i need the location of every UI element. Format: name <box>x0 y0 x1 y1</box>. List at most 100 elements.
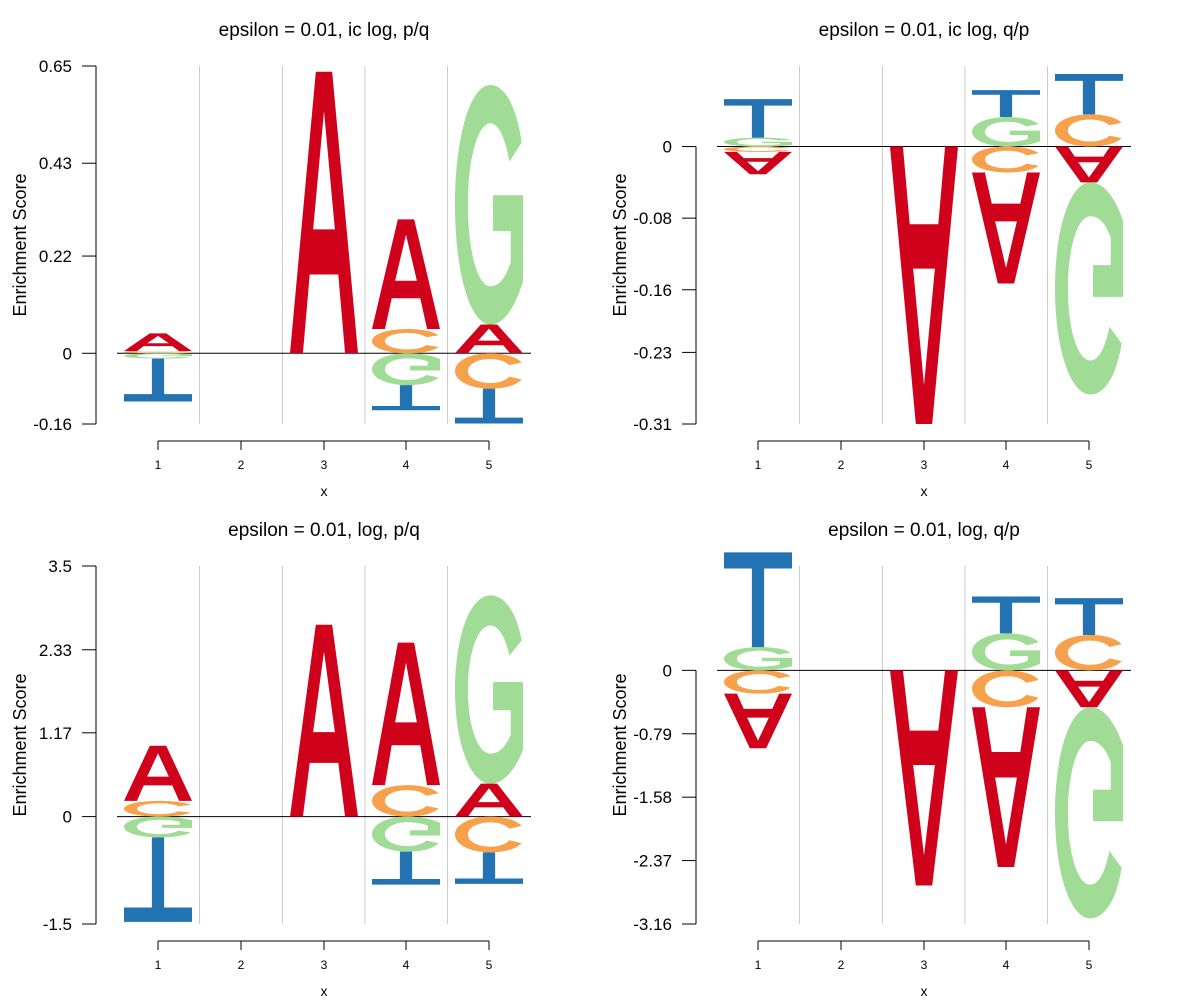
y-tick-label: -3.16 <box>633 915 672 934</box>
letter-G-pos5 <box>1055 182 1123 394</box>
x-tick-label: 5 <box>1086 958 1093 972</box>
x-tick-label: 1 <box>155 458 162 472</box>
letter-A-pos5 <box>1055 670 1123 707</box>
letter-C-pos4 <box>372 329 439 353</box>
letter-T-pos5 <box>1055 74 1123 114</box>
y-tick-label: -0.16 <box>633 281 672 300</box>
y-axis-label: Enrichment Score <box>10 673 30 816</box>
x-tick-label: 2 <box>238 458 245 472</box>
letter-T-pos1 <box>124 359 192 402</box>
y-tick-label: -1.58 <box>633 788 672 807</box>
chart-title: epsilon = 0.01, ic log, p/q <box>219 20 430 41</box>
y-tick-label: -0.08 <box>633 209 672 228</box>
x-tick-label: 4 <box>403 458 410 472</box>
x-tick-label: 5 <box>486 958 493 972</box>
y-tick-label: 0 <box>63 808 72 827</box>
x-tick-label: 1 <box>755 958 762 972</box>
letter-C-pos4 <box>372 785 439 817</box>
letter-C-pos1 <box>724 670 791 693</box>
letter-A-pos4 <box>372 643 440 785</box>
letter-G-pos5 <box>1055 707 1123 918</box>
letter-C-pos4 <box>972 147 1039 173</box>
y-tick-label: -0.79 <box>633 725 672 744</box>
x-tick-label: 5 <box>486 458 493 472</box>
x-axis-label: x <box>321 483 328 499</box>
y-tick-label: -1.5 <box>43 915 72 934</box>
y-tick-label: 3.5 <box>48 557 72 576</box>
letter-C-pos5 <box>1055 114 1122 146</box>
letter-G-pos4 <box>372 817 440 852</box>
y-tick-label: -2.37 <box>633 852 672 871</box>
y-tick-label: 0.43 <box>39 154 72 173</box>
letter-G-pos4 <box>372 353 440 385</box>
letter-G-pos1 <box>124 817 192 838</box>
letter-T-pos5 <box>455 389 523 424</box>
letter-A-pos5 <box>455 325 523 354</box>
x-tick-label: 4 <box>403 958 410 972</box>
letter-A-pos5 <box>1055 147 1123 183</box>
letter-G-pos5 <box>455 85 523 325</box>
letter-C-pos1 <box>124 801 191 817</box>
letter-A-pos3 <box>890 147 958 424</box>
letter-G-pos4 <box>972 117 1040 147</box>
logo-panel-1: epsilon = 0.01, ic log, p/q Enrichment Sc… <box>10 20 531 499</box>
logo-panel-3: epsilon = 0.01, log, p/q Enrichment Score… <box>10 520 531 999</box>
x-tick-label: 4 <box>1003 458 1010 472</box>
letter-A-pos1 <box>124 333 192 351</box>
letter-A-pos3 <box>290 72 358 354</box>
chart-title: epsilon = 0.01, log, q/p <box>828 520 1020 541</box>
letter-G-pos5 <box>455 595 523 783</box>
y-tick-label: -0.31 <box>633 415 672 434</box>
x-tick-label: 5 <box>1086 458 1093 472</box>
letter-T-pos5 <box>455 852 523 884</box>
y-tick-label: 0.22 <box>39 247 72 266</box>
x-tick-label: 3 <box>321 458 328 472</box>
x-tick-label: 3 <box>921 958 928 972</box>
x-tick-label: 1 <box>155 958 162 972</box>
y-tick-label: 0 <box>63 344 72 363</box>
letter-G-pos1 <box>724 138 792 147</box>
letter-C-pos1 <box>124 351 191 353</box>
y-tick-label: 0 <box>663 138 672 157</box>
y-tick-label: -0.16 <box>33 415 72 434</box>
letter-G-pos4 <box>972 633 1040 670</box>
y-axis-label: Enrichment Score <box>610 173 630 316</box>
letter-T-pos4 <box>972 90 1040 117</box>
y-tick-label: 0.65 <box>39 57 72 76</box>
letter-A-pos5 <box>455 784 523 817</box>
x-axis-label: x <box>921 983 928 999</box>
letter-T-pos1 <box>124 837 192 921</box>
letter-T-pos4 <box>372 385 440 410</box>
x-tick-label: 3 <box>321 958 328 972</box>
letter-A-pos4 <box>372 219 440 329</box>
logo-panel-2: epsilon = 0.01, ic log, q/p Enrichment Sc… <box>610 20 1131 499</box>
letter-A-pos3 <box>290 625 358 817</box>
letter-C-pos4 <box>972 670 1039 707</box>
letter-T-pos1 <box>724 99 792 137</box>
letter-A-pos4 <box>972 707 1040 867</box>
letter-A-pos1 <box>724 152 792 174</box>
x-tick-label: 1 <box>755 458 762 472</box>
letter-T-pos5 <box>1055 598 1123 635</box>
x-tick-label: 3 <box>921 458 928 472</box>
y-tick-label: 1.17 <box>39 724 72 743</box>
letter-T-pos1 <box>724 552 792 647</box>
y-axis-label: Enrichment Score <box>610 673 630 816</box>
x-axis-label: x <box>321 983 328 999</box>
letter-G-pos1 <box>724 647 792 670</box>
y-tick-label: 0 <box>663 661 672 680</box>
x-tick-label: 2 <box>838 458 845 472</box>
logo-panel-4: epsilon = 0.01, log, q/p Enrichment Score… <box>610 520 1131 999</box>
y-tick-label: -0.23 <box>633 343 672 362</box>
letter-A-pos1 <box>724 694 792 749</box>
letter-A-pos4 <box>972 173 1040 284</box>
x-tick-label: 2 <box>238 958 245 972</box>
y-axis-label: Enrichment Score <box>10 173 30 316</box>
chart-title: epsilon = 0.01, log, p/q <box>228 520 420 541</box>
letter-C-pos5 <box>455 353 522 388</box>
x-tick-label: 2 <box>838 958 845 972</box>
y-tick-label: 2.33 <box>39 641 72 660</box>
letter-C-pos5 <box>1055 635 1122 670</box>
letter-C-pos1 <box>724 147 791 152</box>
